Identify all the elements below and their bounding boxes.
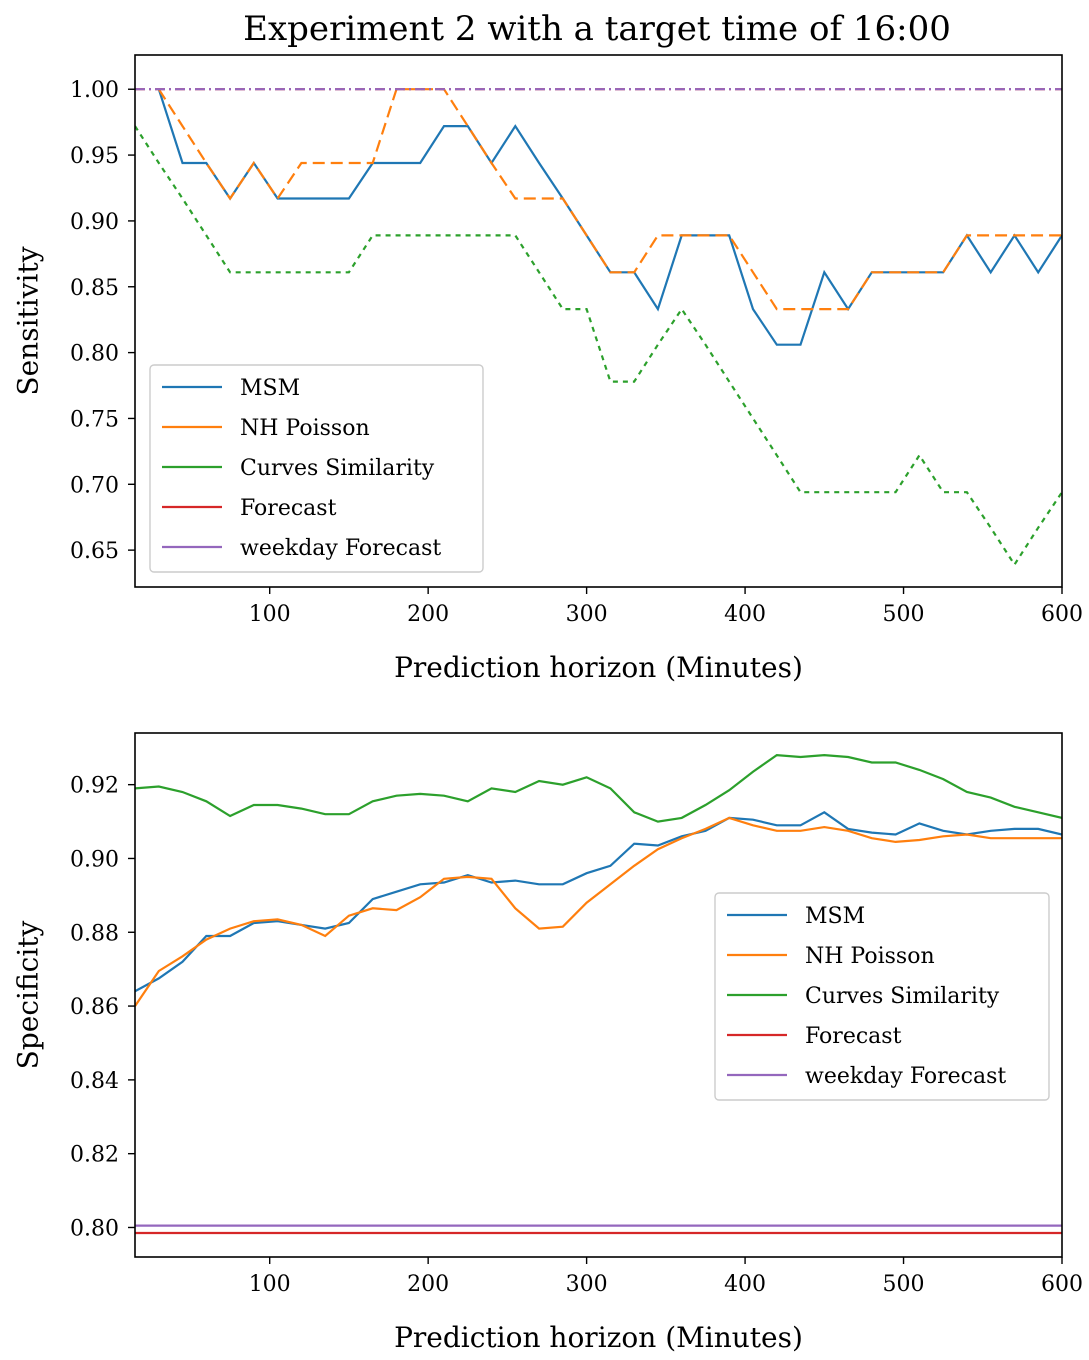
series-line-msm [157, 88, 1062, 346]
legend-entry: weekday Forecast [240, 536, 441, 561]
y-tick-label: 0.65 [70, 539, 119, 564]
x-tick-label: 500 [883, 602, 925, 627]
y-axis-label: Sensitivity [12, 246, 45, 395]
legend-entry: Forecast [805, 1024, 902, 1049]
y-axis-label: Specificity [12, 920, 45, 1069]
y-tick-label: 0.85 [70, 276, 119, 301]
x-tick-label: 300 [566, 602, 608, 627]
legend-entry: Forecast [240, 496, 337, 521]
x-tick-label: 400 [724, 1272, 766, 1297]
y-tick-label: 0.84 [70, 1069, 119, 1094]
x-tick-label: 400 [724, 602, 766, 627]
legend-entry: NH Poisson [805, 944, 935, 969]
legend-entry: weekday Forecast [805, 1064, 1006, 1089]
y-tick-label: 0.70 [70, 473, 119, 498]
x-tick-label: 100 [249, 1272, 291, 1297]
legend: MSM NH Poisson Curves Similarity Forecast we… [149, 364, 484, 573]
legend-box [714, 892, 1050, 1101]
x-tick-label: 300 [566, 1272, 608, 1297]
x-tick-label: 100 [249, 602, 291, 627]
y-tick-label: 0.80 [70, 342, 119, 367]
chart-panel-1: 100 200 300 400 500 600 0.65 0.70 0.75 0.80 0.85 0.… [12, 54, 1083, 684]
x-tick-label: 600 [1041, 1272, 1083, 1297]
y-tick-label: 0.90 [70, 847, 119, 872]
legend-entry: MSM [240, 376, 300, 401]
y-tick-label: 0.88 [70, 921, 119, 946]
x-axis-label: Prediction horizon (Minutes) [394, 651, 803, 684]
x-tick-label: 200 [407, 602, 449, 627]
series-line-nh-poisson [135, 816, 1062, 1007]
y-tick-label: 1.00 [70, 78, 119, 103]
legend-entry: NH Poisson [240, 416, 370, 441]
legend-entry: Curves Similarity [240, 456, 435, 481]
y-tick-label: 0.75 [70, 407, 119, 432]
series-line-nh-poisson [157, 88, 1062, 311]
series-line-curves-similarity [135, 125, 1062, 567]
legend-entry: Curves Similarity [805, 984, 1000, 1009]
y-tick-label: 0.95 [70, 144, 119, 169]
y-tick-label: 0.92 [70, 774, 119, 799]
y-tick-label: 0.90 [70, 210, 119, 235]
axes-frame [134, 54, 1063, 588]
series-line-curves-similarity [135, 753, 1062, 823]
x-tick-label: 500 [883, 1272, 925, 1297]
axes-frame [134, 732, 1063, 1258]
legend-entry: MSM [805, 904, 865, 929]
x-tick-label: 200 [407, 1272, 449, 1297]
x-tick-label: 600 [1041, 602, 1083, 627]
y-tick-label: 0.80 [70, 1216, 119, 1241]
figure-title: Experiment 2 with a target time of 16:00 [243, 9, 951, 49]
legend-box [149, 364, 484, 573]
chart-panel-2: 100 200 300 400 500 600 0.80 0.82 0.84 0.86 0.88 0.… [12, 732, 1083, 1354]
y-tick-label: 0.82 [70, 1143, 119, 1168]
x-axis-label: Prediction horizon (Minutes) [394, 1321, 803, 1354]
legend: MSM NH Poisson Curves Similarity Forecast we… [714, 892, 1050, 1101]
y-tick-label: 0.86 [70, 995, 119, 1020]
